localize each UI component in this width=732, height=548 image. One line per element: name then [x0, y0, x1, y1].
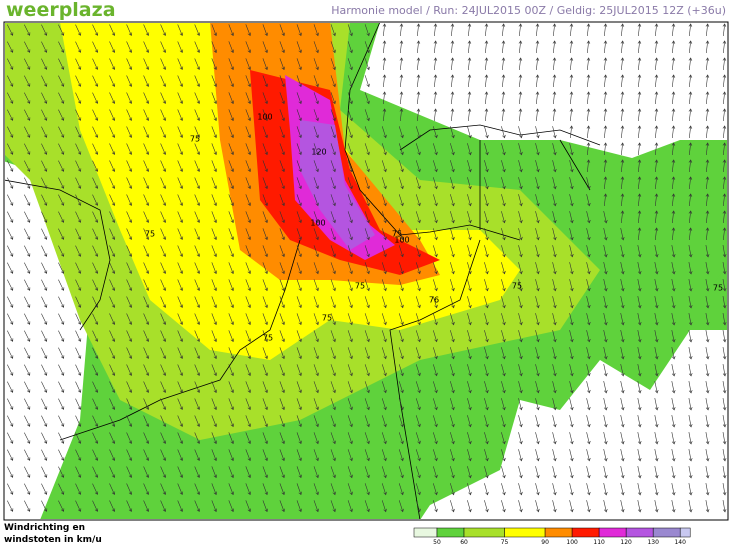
legend-caption: windstoten in km/u — [4, 535, 102, 545]
colorbar-cell — [436, 527, 465, 538]
coastline — [59, 239, 301, 441]
contour-label: 100 — [310, 219, 325, 228]
colorbar-cell — [463, 527, 505, 538]
contour-label: 75 — [322, 314, 332, 323]
wind-arrows — [7, 23, 727, 513]
colorbar-tick-label: 60 — [460, 539, 468, 546]
colorbar-tick-label: 100 — [566, 539, 578, 546]
logo: weerplaza — [6, 0, 116, 21]
colorbar-tick-label: 130 — [647, 539, 659, 546]
colorbar-tick-label: 75 — [501, 539, 509, 546]
contour-label: 75 — [392, 230, 402, 239]
coastline — [399, 124, 601, 151]
contour-label: 75 — [713, 284, 723, 293]
run-info: Harmonie model / Run: 24JUL2015 00Z / Ge… — [331, 4, 726, 17]
contour-label: 75 — [263, 334, 273, 343]
wind-zone — [600, 140, 727, 300]
contour-label: 100 — [257, 113, 272, 122]
coastline — [389, 239, 481, 519]
colorbar-tick-label: 50 — [433, 539, 441, 546]
colorbar-start — [413, 527, 438, 538]
contour-label: 75 — [355, 282, 365, 291]
colorbar-cell — [598, 527, 627, 538]
contour-label: 120 — [311, 148, 326, 157]
coastline — [344, 23, 521, 241]
colorbar-cell — [679, 527, 691, 538]
colorbar-tick-label: 120 — [620, 539, 632, 546]
coastline — [479, 139, 591, 230]
contour-label: 75 — [512, 282, 522, 291]
colorbar: 50 60 75 90 100 110 120 130 140 — [413, 527, 691, 546]
colorbar-tick-label: 140 — [674, 539, 686, 546]
legend-caption: Windrichting en — [4, 523, 85, 533]
contour-label: 76 — [429, 296, 439, 305]
contour-label: 75 — [145, 230, 155, 239]
colorbar-cell — [504, 527, 546, 538]
wind-zone — [300, 120, 375, 250]
colorbar-cell — [544, 527, 573, 538]
contour-label: 100 — [394, 236, 409, 245]
contour-label: 75 — [190, 135, 200, 144]
colorbar-tick-label: 90 — [541, 539, 549, 546]
colorbar-cell — [625, 527, 654, 538]
colorbar-cell — [652, 527, 681, 538]
colorbar-tick-label: 110 — [593, 539, 605, 546]
colorbar-cell — [571, 527, 600, 538]
